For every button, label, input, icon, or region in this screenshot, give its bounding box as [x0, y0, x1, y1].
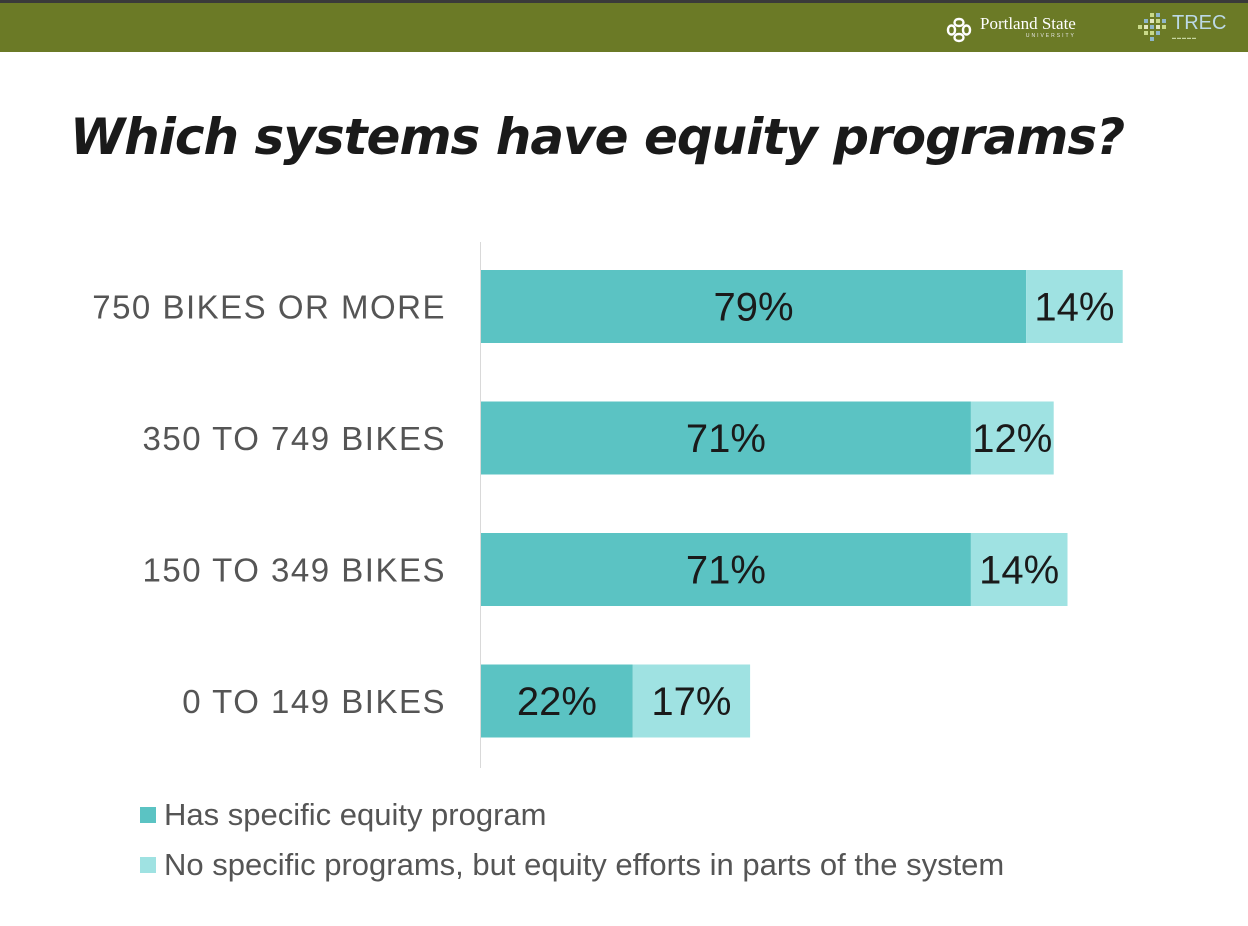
- data-label-series-1: 22%: [517, 680, 597, 724]
- category-label: 350 TO 749 BIKES: [143, 420, 446, 457]
- data-label-series-2: 14%: [1034, 286, 1114, 330]
- trec-mark-icon: [1138, 13, 1166, 41]
- category-label: 0 TO 149 BIKES: [182, 683, 446, 720]
- bar-segment-series-1: [481, 401, 971, 475]
- trec-name: TREC: [1172, 12, 1227, 34]
- legend-swatch-series-1: [140, 807, 156, 823]
- category-label: 750 BIKES OR MORE: [92, 289, 446, 326]
- legend-item-series-1: Has specific equity program: [140, 790, 1004, 840]
- bar-segment-series-2: [970, 533, 1068, 606]
- portland-state-mark-icon: [946, 17, 972, 43]
- data-label-series-1: 79%: [714, 286, 794, 330]
- legend-swatch-series-2: [140, 857, 156, 873]
- bar-segment-series-2: [632, 664, 751, 738]
- legend-label-series-2: No specific programs, but equity efforts…: [164, 847, 1005, 882]
- chart-legend: Has specific equity program No specific …: [140, 790, 1004, 890]
- chart-marks: 750 BIKES OR MORE 79% 14% 350 TO 749 BIKES 7…: [92, 270, 1123, 738]
- stacked-bar-chart: 750 BIKES OR MORE 79% 14% 350 TO 749 BIKES 7…: [92, 242, 1123, 768]
- data-label-series-2: 12%: [972, 417, 1052, 461]
- legend-label-series-1: Has specific equity program: [164, 797, 547, 832]
- bar-segment-series-2: [1026, 270, 1123, 343]
- portland-state-name: Portland State: [980, 14, 1076, 33]
- legend-item-series-2: No specific programs, but equity efforts…: [140, 840, 1004, 890]
- data-label-series-2: 17%: [651, 680, 731, 724]
- bar-segment-series-1: [481, 270, 1027, 343]
- data-label-series-1: 71%: [686, 417, 766, 461]
- trec-sub: ▬▬▬▬▬: [1172, 35, 1197, 40]
- category-label: 150 TO 349 BIKES: [143, 552, 446, 589]
- data-label-series-2: 14%: [979, 549, 1059, 593]
- bar-segment-series-1: [481, 664, 633, 738]
- slide-title: Which systems have equity programs?: [70, 108, 1125, 166]
- data-label-series-1: 71%: [686, 549, 766, 593]
- portland-state-logo: Portland State UNIVERSITY: [944, 15, 1076, 47]
- bar-segment-series-2: [970, 401, 1054, 475]
- header-bar: Portland State UNIVERSITY: [0, 0, 1248, 52]
- bar-segment-series-1: [481, 533, 971, 606]
- trec-logo: TREC ▬▬▬▬▬: [1138, 11, 1226, 49]
- portland-state-sub: UNIVERSITY: [1025, 33, 1076, 39]
